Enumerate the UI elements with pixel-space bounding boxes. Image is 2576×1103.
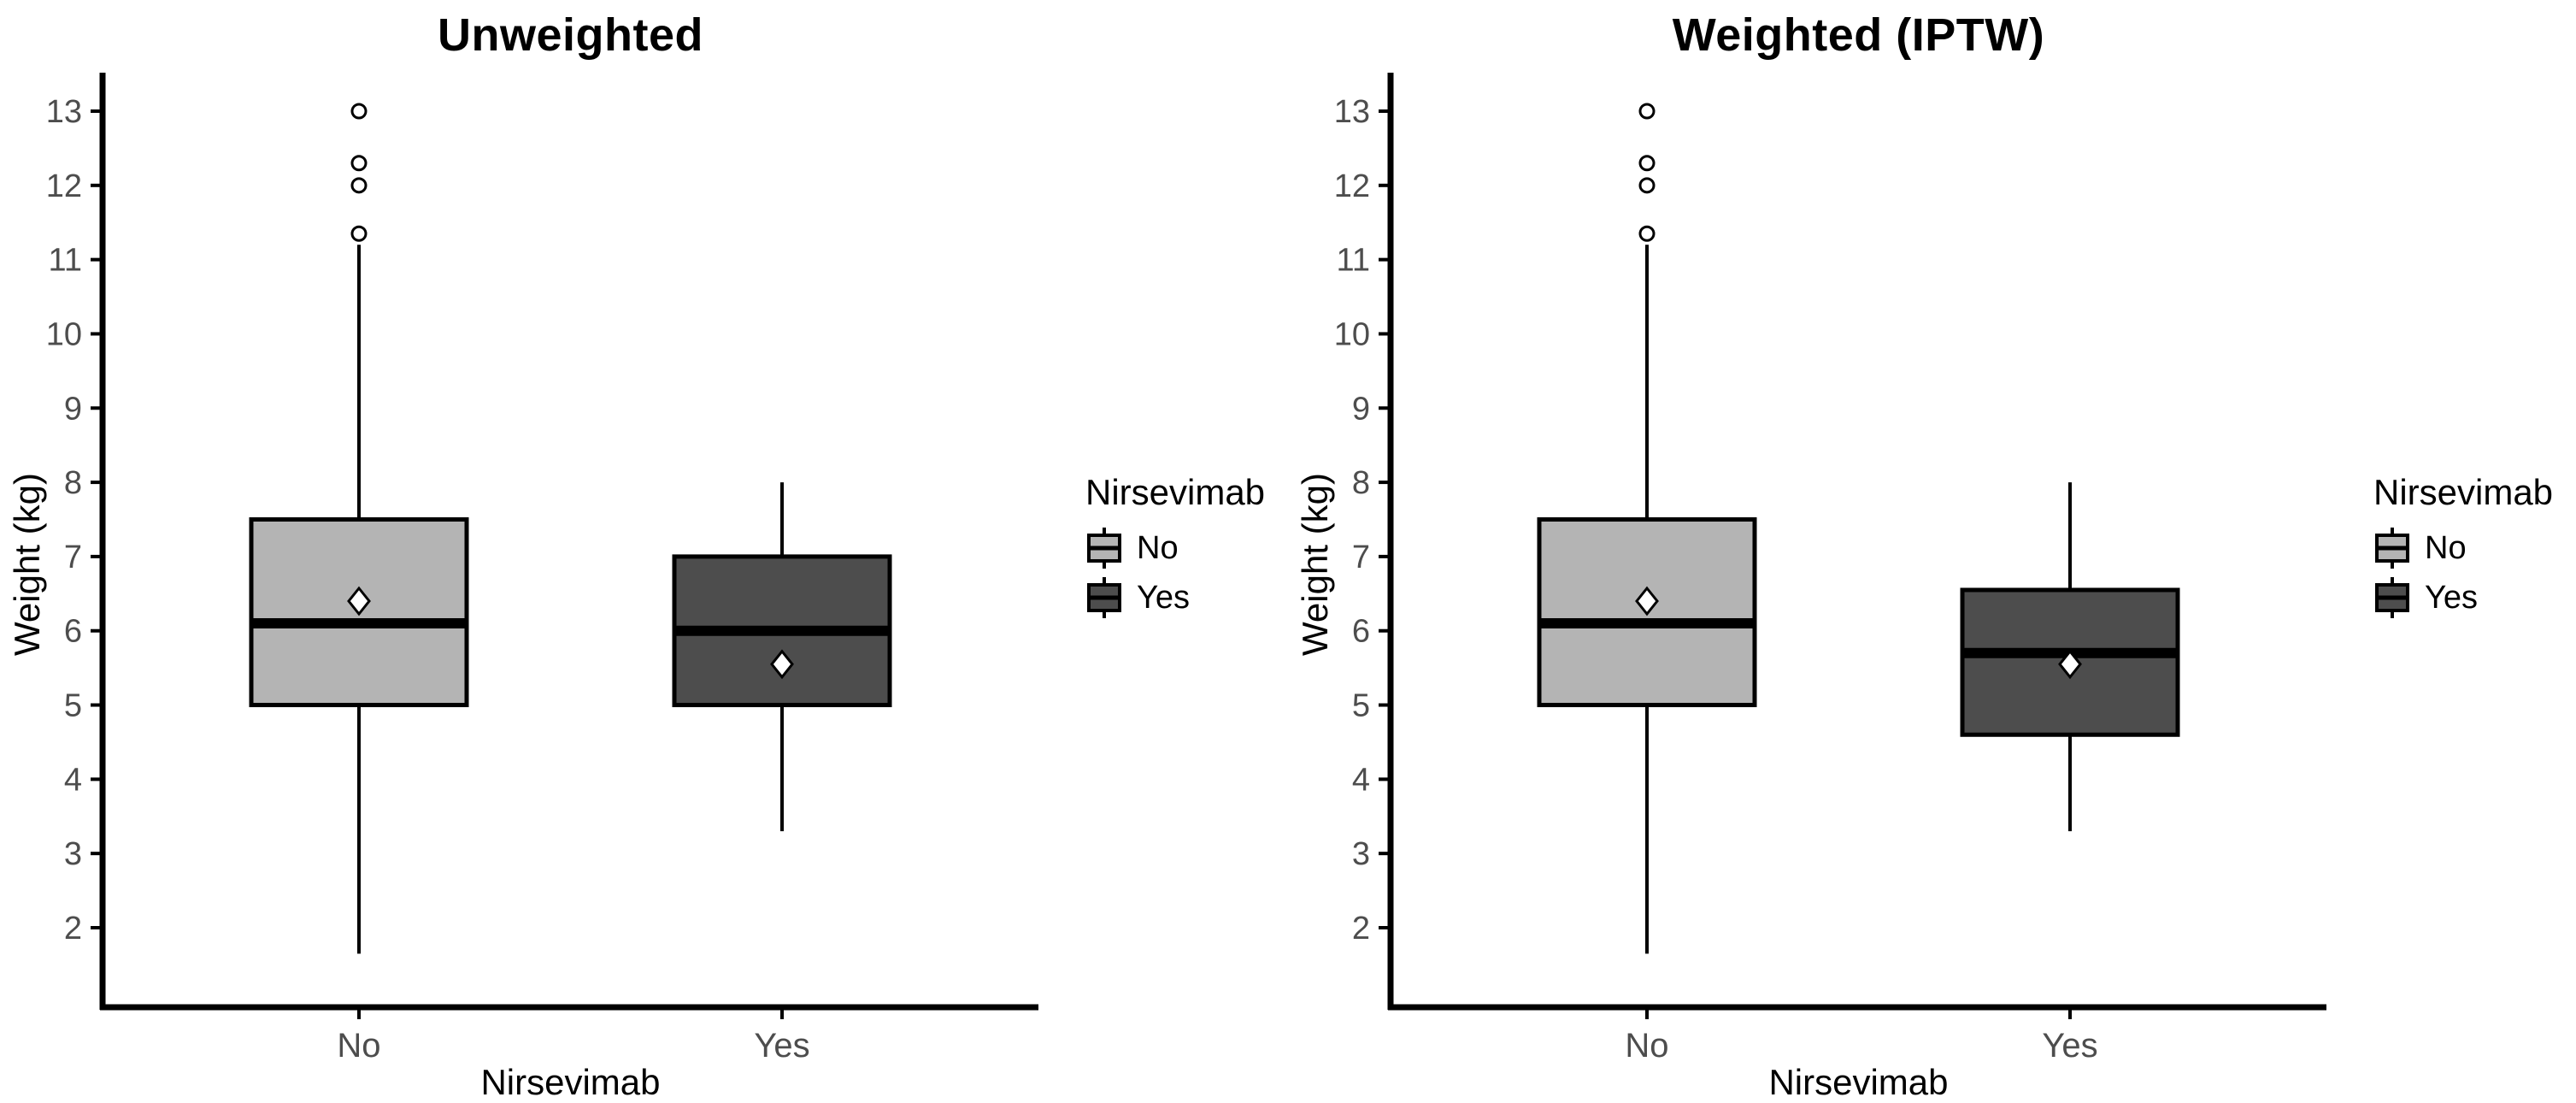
y-tick-label: 10: [46, 316, 82, 352]
y-tick-label: 2: [1352, 911, 1370, 947]
legend: Nirsevimab No Yes: [1085, 472, 1265, 619]
outlier-point: [1638, 103, 1656, 120]
y-tick-label: 11: [1337, 243, 1370, 279]
y-tick-label: 13: [46, 94, 82, 130]
legend-item-yes: Yes: [2373, 576, 2553, 619]
outlier-point: [350, 177, 368, 194]
outlier-point: [1638, 225, 1656, 242]
y-tick-label: 7: [64, 540, 82, 575]
legend: Nirsevimab No Yes: [2373, 472, 2553, 619]
y-tick-label: 2: [64, 911, 82, 947]
x-tick-label: Yes: [754, 1027, 809, 1065]
y-tick-label: 4: [1352, 762, 1370, 798]
x-tick-label: No: [337, 1027, 380, 1065]
y-tick-label: 7: [1352, 540, 1370, 575]
panel-weighted-iptw: Weighted (IPTW) Weight (kg) 2 3 4 5 6 7 8 9 10 11…: [1288, 0, 2576, 1103]
mean-diamond-no: [347, 586, 371, 616]
mean-diamond-yes: [2058, 649, 2082, 680]
boxplot-canvas-unweighted: 2 3 4 5 6 7 8 9 10 11 12 13 No Yes: [46, 73, 1038, 1065]
boxplot-glyph-icon: [2375, 577, 2409, 618]
y-tick-label: 9: [1352, 391, 1370, 427]
y-tick-label: 8: [64, 465, 82, 501]
y-tick-label: 4: [64, 762, 82, 798]
y-tick-label: 10: [1334, 316, 1370, 352]
x-axis-title: Nirsevimab: [1768, 1062, 1949, 1102]
y-tick-label: 12: [46, 168, 82, 204]
y-tick-label: 3: [1352, 836, 1370, 872]
legend-label-no: No: [1137, 529, 1179, 566]
outlier-point: [350, 103, 368, 120]
outlier-point: [350, 155, 368, 172]
legend-title: Nirsevimab: [2373, 472, 2554, 512]
x-tick-label: Yes: [2042, 1027, 2097, 1065]
outlier-point: [350, 225, 368, 242]
y-tick-label: 13: [1334, 94, 1370, 130]
y-tick-label: 9: [64, 391, 82, 427]
outlier-point: [1638, 177, 1656, 194]
y-tick-label: 11: [49, 243, 82, 279]
y-tick-label: 6: [1352, 614, 1370, 650]
legend-item-no: No: [2373, 527, 2553, 569]
mean-diamond-no: [1635, 586, 1659, 616]
boxplot-canvas-weighted: 2 3 4 5 6 7 8 9 10 11 12 13 No Yes: [1334, 73, 2326, 1065]
panel-title-unweighted: Unweighted: [438, 9, 703, 61]
boxplot-glyph-icon: [1087, 528, 1121, 569]
legend-label-no: No: [2425, 529, 2467, 566]
legend-label-yes: Yes: [2425, 579, 2478, 616]
x-tick-label: No: [1625, 1027, 1668, 1065]
y-tick-label: 12: [1334, 168, 1370, 204]
legend-item-yes: Yes: [1085, 576, 1265, 619]
y-tick-label: 3: [64, 836, 82, 872]
boxplot-glyph-icon: [2375, 528, 2409, 569]
y-tick-label: 5: [64, 688, 82, 724]
boxplot-glyph-icon: [1087, 577, 1121, 618]
panel-title-weighted: Weighted (IPTW): [1672, 9, 2045, 61]
y-tick-label: 8: [1352, 465, 1370, 501]
y-tick-label: 6: [64, 614, 82, 650]
y-tick-label: 5: [1352, 688, 1370, 724]
mean-diamond-yes: [770, 649, 794, 680]
outlier-point: [1638, 155, 1656, 172]
x-axis-title: Nirsevimab: [480, 1062, 661, 1102]
panel-unweighted: Unweighted Weight (kg) 2 3 4 5 6 7 8 9 10 11 12 13 N…: [7, 9, 1265, 1102]
legend-item-no: No: [1085, 527, 1265, 569]
legend-label-yes: Yes: [1137, 579, 1190, 616]
legend-title: Nirsevimab: [1085, 472, 1266, 512]
